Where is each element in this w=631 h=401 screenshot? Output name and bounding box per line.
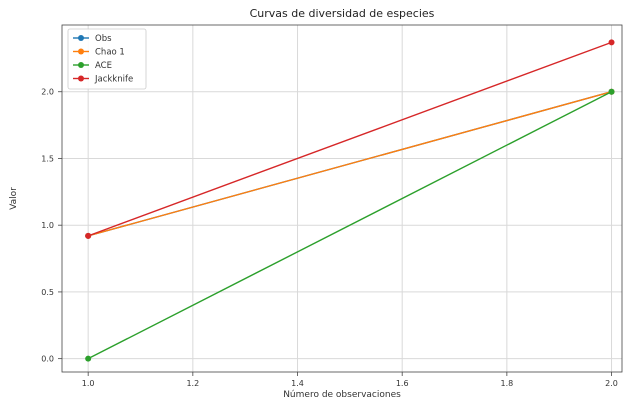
x-tick-label: 1.6 bbox=[396, 379, 409, 388]
x-axis-label: Número de observaciones bbox=[283, 390, 401, 400]
legend: Obs Chao 1 ACE Jackknife bbox=[67, 28, 147, 90]
y-axis: 0.0 0.5 1.0 1.5 2.0 bbox=[41, 88, 62, 364]
x-tick-label: 1.4 bbox=[291, 379, 304, 388]
legend-marker bbox=[78, 35, 84, 41]
y-tick-label: 2.0 bbox=[41, 88, 54, 97]
y-axis-label: Valor bbox=[9, 187, 19, 210]
series-line bbox=[87, 41, 612, 237]
legend-label: ACE bbox=[95, 61, 112, 71]
legend-label: Jackknife bbox=[94, 75, 133, 85]
series-line bbox=[87, 91, 612, 360]
chart-title: Curvas de diversidad de especies bbox=[250, 7, 435, 20]
series-jackknife bbox=[85, 39, 615, 239]
series-layer bbox=[85, 39, 615, 362]
data-point bbox=[85, 232, 92, 239]
legend-marker bbox=[78, 48, 84, 55]
y-tick-label: 0.0 bbox=[41, 355, 54, 364]
series-ace bbox=[85, 88, 615, 362]
x-tick-label: 2.0 bbox=[605, 379, 618, 388]
legend-item: Chao 1 bbox=[73, 48, 125, 58]
y-tick-label: 1.5 bbox=[41, 154, 54, 163]
grid bbox=[62, 25, 622, 372]
x-axis: 1.0 1.2 1.4 1.6 1.8 2.0 bbox=[82, 372, 618, 388]
x-tick-label: 1.0 bbox=[82, 379, 95, 388]
y-tick-label: 1.0 bbox=[41, 221, 54, 230]
legend-marker bbox=[78, 62, 84, 68]
legend-box bbox=[67, 28, 147, 90]
series-line bbox=[87, 91, 612, 237]
legend-marker bbox=[78, 75, 84, 82]
legend-item: Jackknife bbox=[73, 75, 133, 85]
series-chao-1 bbox=[85, 88, 615, 239]
data-point bbox=[85, 355, 92, 362]
x-tick-label: 1.2 bbox=[186, 379, 199, 388]
legend-label: Chao 1 bbox=[95, 48, 125, 58]
data-point bbox=[608, 39, 615, 46]
y-tick-label: 0.5 bbox=[41, 288, 54, 297]
data-point bbox=[608, 88, 615, 95]
legend-item: ACE bbox=[73, 61, 112, 71]
legend-item: Obs bbox=[73, 34, 112, 44]
x-tick-label: 1.8 bbox=[500, 379, 513, 388]
plot-frame bbox=[61, 24, 623, 373]
legend-label: Obs bbox=[95, 34, 112, 44]
